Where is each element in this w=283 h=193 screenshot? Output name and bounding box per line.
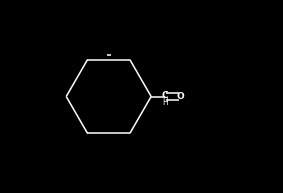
Text: O: O: [176, 92, 184, 101]
Text: C: C: [161, 91, 168, 100]
Text: H: H: [162, 98, 168, 107]
